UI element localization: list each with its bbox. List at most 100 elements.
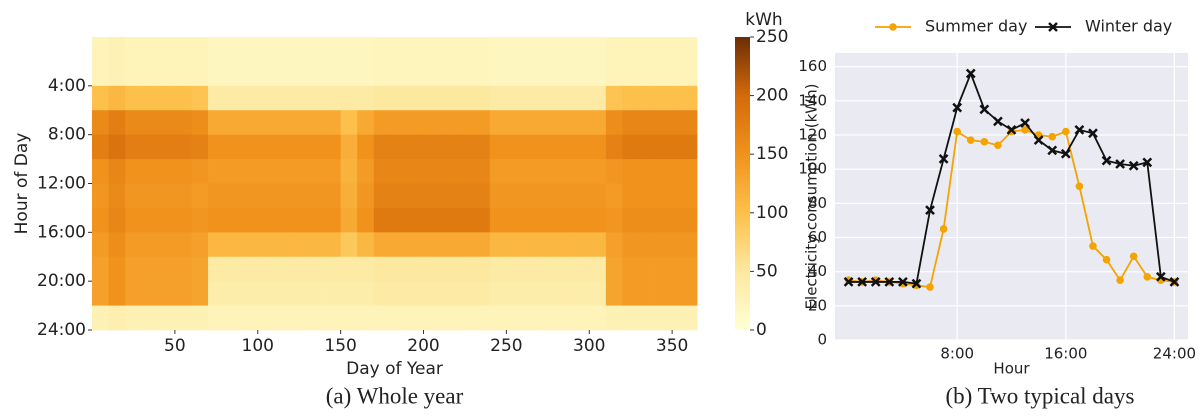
heat-cell xyxy=(373,232,391,258)
heat-cell xyxy=(440,37,458,62)
marker xyxy=(925,205,935,216)
heat-cell xyxy=(622,61,640,87)
heat-cell xyxy=(473,61,491,87)
heat-cell xyxy=(290,85,308,111)
colorbar-tick-label: 200 xyxy=(756,86,788,106)
heat-cell xyxy=(589,110,607,136)
x-tick-label: 16:00 xyxy=(1044,345,1087,363)
heat-cell xyxy=(506,183,524,209)
heat-cell xyxy=(340,256,358,282)
heat-cell xyxy=(290,110,308,136)
heat-cell xyxy=(489,110,507,136)
heatmap-panel: 50 100 150 200 250 300 350 4:00 8:00 12:00 16:00 20… xyxy=(12,10,788,408)
heat-cell xyxy=(556,183,574,209)
y-tick-label: 160 xyxy=(798,57,827,75)
y-tick-label: 4:00 xyxy=(48,76,86,96)
heat-cell xyxy=(241,85,259,111)
heat-cell xyxy=(108,305,126,331)
y-tick-label: 24:00 xyxy=(37,320,86,340)
y-tick-label: 100 xyxy=(798,160,827,178)
x-tick-label: 100 xyxy=(242,336,274,356)
heat-cell xyxy=(191,232,209,258)
heat-cell xyxy=(390,134,408,160)
heat-cell xyxy=(655,85,673,111)
colorbar-tick-label: 0 xyxy=(756,320,767,340)
heat-cell xyxy=(572,281,590,306)
heat-cell xyxy=(456,256,474,282)
marker xyxy=(966,136,975,144)
heat-cell xyxy=(489,305,507,331)
heat-cell xyxy=(324,61,342,87)
heat-cell xyxy=(208,159,226,184)
heat-cell xyxy=(556,110,574,136)
heat-cell xyxy=(522,305,540,331)
heat-cell xyxy=(191,305,209,331)
heat-cell xyxy=(456,207,474,233)
heat-cell xyxy=(423,110,441,136)
marker xyxy=(1033,135,1044,146)
heat-cell xyxy=(125,37,143,62)
heat-cell xyxy=(174,281,192,306)
heat-cell xyxy=(274,232,292,258)
heat-cell xyxy=(688,110,698,136)
heat-cell xyxy=(241,207,259,233)
heat-cell xyxy=(290,134,308,160)
heat-cell xyxy=(373,134,391,160)
heat-cell xyxy=(373,183,391,209)
heat-cell xyxy=(456,134,474,160)
heat-cell xyxy=(440,134,458,160)
heat-cell xyxy=(605,305,623,331)
heat-cell xyxy=(290,61,308,87)
heat-cell xyxy=(456,232,474,258)
heat-cell xyxy=(141,110,159,136)
heat-cell xyxy=(208,134,226,160)
marker xyxy=(1102,255,1111,264)
heat-cell xyxy=(390,37,408,62)
heat-cell xyxy=(373,305,391,331)
heat-cell xyxy=(158,61,176,87)
marker xyxy=(1075,182,1084,191)
heat-cell xyxy=(340,207,358,233)
heat-cell xyxy=(224,134,242,160)
heat-cell xyxy=(539,305,557,331)
heat-cell xyxy=(174,85,192,111)
heat-cell xyxy=(572,207,590,233)
heat-cell xyxy=(589,134,607,160)
legend-marker xyxy=(1048,22,1058,32)
heat-cell xyxy=(406,232,424,258)
heat-cell xyxy=(605,256,623,282)
heat-cell xyxy=(473,134,491,160)
heat-cell xyxy=(125,232,143,258)
heat-cell xyxy=(191,256,209,282)
heat-cell xyxy=(290,232,308,258)
heat-cell xyxy=(688,37,698,62)
heat-cell xyxy=(373,159,391,184)
heat-cell xyxy=(456,281,474,306)
heat-cell xyxy=(274,134,292,160)
marker xyxy=(1048,132,1057,141)
heat-cell xyxy=(208,61,226,87)
heat-cell xyxy=(456,61,474,87)
marker xyxy=(843,277,854,287)
heat-cell xyxy=(440,207,458,233)
heat-cell xyxy=(440,281,458,306)
heat-cell xyxy=(605,61,623,87)
heat-cell xyxy=(125,159,143,184)
heat-cell xyxy=(141,37,159,62)
marker xyxy=(870,277,881,287)
heat-cell xyxy=(92,207,109,233)
heat-cell xyxy=(506,134,524,160)
heat-cell xyxy=(622,183,640,209)
marker xyxy=(953,127,961,136)
heat-cell xyxy=(489,183,507,209)
heat-cell xyxy=(605,85,623,111)
heat-cell xyxy=(307,183,325,209)
heat-cell xyxy=(357,207,375,233)
heat-cell xyxy=(158,85,176,111)
heat-cell xyxy=(141,305,159,331)
heat-cell xyxy=(556,61,574,87)
heat-cell xyxy=(688,61,698,87)
heat-cell xyxy=(522,37,540,62)
heat-cell xyxy=(174,256,192,282)
heat-cell xyxy=(174,159,192,184)
